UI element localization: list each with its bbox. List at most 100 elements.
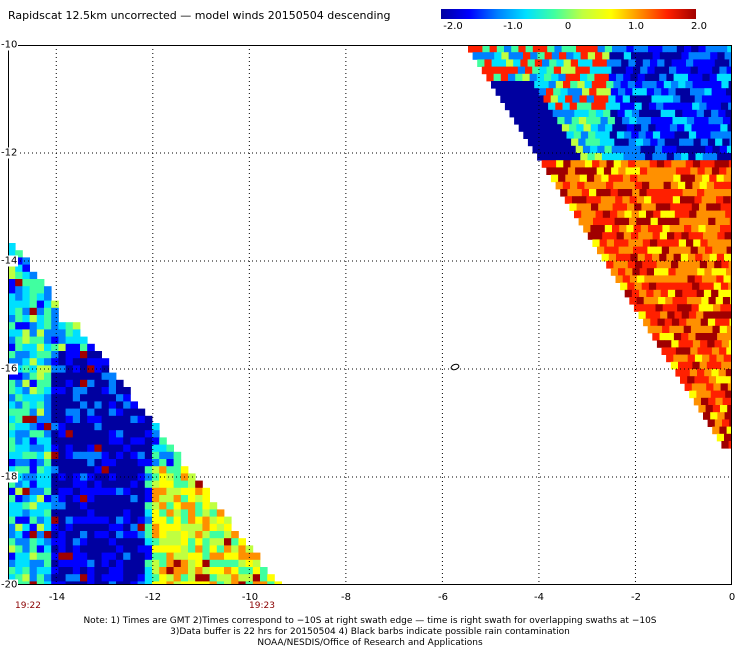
swath-cell [621,239,629,247]
swath-cell [29,365,38,373]
swath-cell [666,153,675,161]
swath-cell [612,225,620,233]
swath-cell [559,109,568,118]
swath-cell [29,415,38,424]
swath-cell [639,88,648,96]
swath-cell [80,466,88,474]
swath-cell [696,131,704,139]
swath-cell [72,437,81,445]
swath-cell [536,73,545,82]
swath-cell [705,145,713,154]
swath-cell [22,531,30,539]
swath-cell [29,437,38,445]
swath-cell [712,45,721,53]
swath-cell [36,415,45,424]
swath-cell [645,153,653,161]
swath-cell [719,325,728,334]
swath-cell [623,73,631,82]
swath-cell [724,333,732,341]
swath-cell [638,131,647,139]
swath-cell [51,394,59,402]
swath-cell [188,574,196,582]
swath-cell [722,397,731,406]
swath-cell [697,167,706,175]
swath-cell [137,423,146,431]
swath-cell [694,174,703,183]
swath-cell [51,351,59,359]
swath-cell [714,340,723,348]
swath-cell [622,117,630,125]
swath-cell [582,167,590,175]
swath-cell [188,531,196,539]
swath-cell [565,153,574,161]
swath-cell [683,145,692,154]
swath-cell [650,318,658,327]
swath-cell [537,153,545,161]
swath-cell [65,365,74,373]
swath-cell [44,401,52,409]
swath-cell [674,131,683,139]
swath-cell [65,387,74,395]
swath-cell [624,210,632,219]
lon-label: -12 [144,592,162,603]
swath-cell [592,59,600,67]
swath-cell [472,52,481,60]
swath-cell [707,160,715,168]
swath-cell [15,358,23,366]
swath-cell [8,574,16,582]
swath-cell [8,322,16,330]
lon-label: 0 [728,592,736,603]
swath-cell [36,466,45,474]
swath-cell [706,102,715,111]
swath-cell [159,516,167,525]
swath-cell [58,394,66,402]
swath-cell [710,232,718,240]
swath-cell [510,66,519,75]
swath-cell [116,451,124,460]
swath-cell [547,124,556,132]
swath-cell [553,167,562,175]
swath-cell [502,88,511,96]
swath-cell [22,567,30,575]
swath-cell [726,426,732,435]
swath-cell [703,210,712,219]
swath-cell [8,372,16,381]
swath-cell [51,516,59,525]
swath-cell [504,45,512,53]
swath-cell [58,351,66,359]
swath-cell [123,531,131,539]
swath-cell [706,282,715,291]
swath-cell [87,502,95,510]
swath-cell [180,574,189,582]
swath-cell [144,495,153,503]
swath-cell [152,430,160,438]
swath-cell [144,531,153,539]
swath-cell [44,531,52,539]
swath-cell [152,523,160,532]
swath-cell [166,552,174,561]
swath-cell [80,480,88,489]
swath-cell [524,88,532,96]
swath-cell [570,181,578,190]
swath-cell [80,574,88,582]
swath-cell [681,333,689,341]
swath-cell [180,523,189,532]
swath-cell [599,160,607,168]
swath-cell [87,365,95,373]
swath-cell [87,451,95,460]
swath-cell [616,253,624,262]
swath-cell [36,387,45,395]
swath-cell [72,523,81,532]
swath-cell [685,340,694,348]
swath-cell [80,343,88,352]
swath-cell [36,444,45,453]
swath-cell [616,153,624,161]
swath-cell [583,124,592,132]
swath-cell [87,372,95,381]
swath-cell [610,210,618,219]
swath-cell [692,160,701,168]
swath-cell [87,487,95,496]
swath-cell [123,509,131,517]
swath-cell [116,487,124,496]
swath-cell [637,95,645,103]
